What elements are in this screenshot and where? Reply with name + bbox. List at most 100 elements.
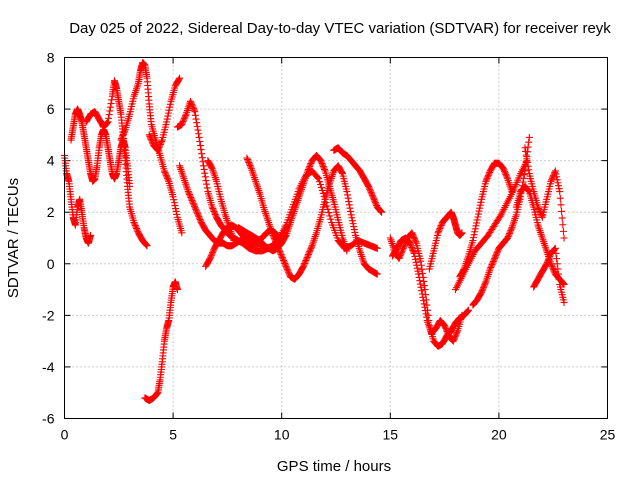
data-point [134, 81, 142, 89]
data-point [450, 336, 458, 344]
data-point [251, 175, 259, 183]
data-point [348, 217, 356, 225]
data-point [131, 220, 139, 228]
data-point [418, 265, 426, 273]
data-point [437, 221, 445, 229]
data-point [177, 167, 185, 175]
data-point [181, 177, 189, 185]
data-point [222, 214, 230, 222]
data-point [187, 193, 195, 201]
series-arc-6 [145, 74, 184, 154]
data-point [503, 173, 511, 181]
series-arc-13 [256, 167, 381, 252]
data-point [175, 75, 183, 83]
data-point [536, 228, 544, 236]
data-point [537, 230, 545, 238]
data-point [180, 175, 188, 183]
data-point [103, 119, 111, 127]
data-point [357, 249, 365, 257]
data-point [484, 173, 492, 181]
data-point [165, 106, 173, 114]
data-point [372, 200, 380, 208]
data-point [245, 160, 253, 168]
data-point [133, 83, 141, 91]
data-point [156, 140, 164, 148]
data-point [464, 307, 472, 315]
data-point [350, 223, 358, 231]
data-points [61, 59, 568, 404]
data-point [482, 177, 490, 185]
data-point [249, 168, 257, 176]
data-point [317, 157, 325, 165]
data-point [206, 255, 214, 263]
data-point [343, 188, 351, 196]
data-point [132, 87, 140, 95]
data-point [263, 215, 271, 223]
data-point [283, 264, 291, 272]
data-point [195, 133, 203, 141]
data-point [444, 329, 452, 337]
data-point [475, 207, 483, 215]
data-point [250, 172, 258, 180]
data-point [305, 249, 313, 257]
data-point [525, 138, 533, 146]
data-point [189, 198, 197, 206]
data-point [280, 258, 288, 266]
data-point [418, 287, 426, 295]
data-point [156, 142, 164, 150]
data-point [435, 227, 443, 235]
data-point [211, 209, 219, 217]
data-point [192, 205, 200, 213]
data-point [190, 105, 198, 113]
data-point [196, 142, 204, 150]
chart-title: Day 025 of 2022, Sidereal Day-to-day VTE… [69, 20, 611, 37]
data-point [396, 252, 404, 260]
data-point [162, 171, 170, 179]
data-point [399, 244, 407, 252]
data-point [180, 116, 188, 124]
data-point [320, 164, 328, 172]
data-point [559, 280, 567, 288]
data-point [347, 207, 355, 215]
data-point [244, 156, 252, 164]
data-point [434, 229, 442, 237]
series-arc-19 [451, 157, 531, 294]
series-arc-10 [204, 157, 238, 245]
data-point [201, 169, 209, 177]
data-point [415, 270, 423, 278]
data-point [418, 290, 426, 298]
data-point [142, 241, 150, 249]
data-point [453, 328, 461, 336]
data-point [198, 154, 206, 162]
data-point [307, 160, 315, 168]
data-point [387, 236, 395, 244]
data-point [419, 293, 427, 301]
data-point [479, 284, 487, 292]
data-point [490, 256, 498, 264]
data-point [143, 242, 151, 250]
data-point [187, 195, 195, 203]
y-tick-label: -4 [42, 359, 55, 375]
x-axis-label: GPS time / hours [277, 458, 391, 475]
data-point [170, 199, 178, 207]
data-point [482, 276, 490, 284]
data-point [181, 113, 189, 121]
data-point [182, 180, 190, 188]
data-point [560, 298, 568, 306]
data-point [472, 222, 480, 230]
data-point [166, 103, 174, 111]
data-point [416, 280, 424, 288]
data-point [553, 255, 561, 263]
data-point [243, 154, 251, 162]
data-point [148, 138, 156, 146]
data-point [368, 190, 376, 198]
data-point [442, 325, 450, 333]
data-point [142, 240, 150, 248]
data-point [369, 193, 377, 201]
data-point [195, 213, 203, 221]
data-point [324, 205, 332, 213]
data-point [458, 229, 466, 237]
data-point [190, 106, 198, 114]
data-point [107, 100, 115, 108]
data-point [348, 214, 356, 222]
